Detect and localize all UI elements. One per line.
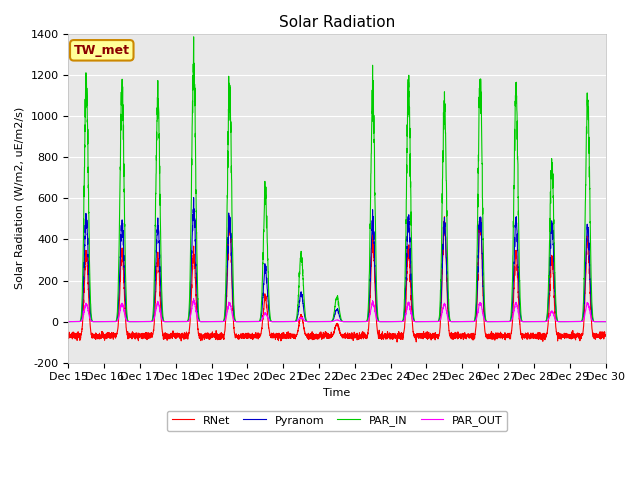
RNet bbox=[601, 333, 609, 338]
Pyranom bbox=[65, 319, 72, 324]
PAR_IN bbox=[161, 319, 169, 324]
Pyranom bbox=[317, 319, 324, 324]
Pyranom bbox=[428, 319, 435, 324]
PAR_IN bbox=[488, 319, 495, 324]
RNet bbox=[317, 329, 324, 335]
PAR_IN bbox=[190, 34, 198, 40]
PAR_IN bbox=[428, 319, 435, 324]
RNet bbox=[225, 212, 232, 218]
PAR_IN bbox=[458, 319, 465, 324]
PAR_OUT bbox=[601, 319, 609, 324]
Legend: RNet, Pyranom, PAR_IN, PAR_OUT: RNet, Pyranom, PAR_IN, PAR_OUT bbox=[167, 411, 507, 431]
Line: PAR_OUT: PAR_OUT bbox=[68, 299, 605, 322]
PAR_IN bbox=[65, 319, 72, 324]
Pyranom bbox=[601, 319, 609, 324]
Title: Solar Radiation: Solar Radiation bbox=[279, 15, 395, 30]
Pyranom bbox=[190, 195, 198, 201]
RNet bbox=[488, 331, 495, 336]
PAR_IN bbox=[602, 319, 609, 324]
PAR_IN bbox=[601, 319, 609, 324]
PAR_OUT bbox=[458, 319, 465, 324]
Line: PAR_IN: PAR_IN bbox=[68, 37, 605, 322]
RNet bbox=[458, 331, 465, 337]
Line: Pyranom: Pyranom bbox=[68, 198, 605, 322]
RNet bbox=[65, 333, 72, 338]
X-axis label: Time: Time bbox=[323, 388, 351, 398]
PAR_OUT bbox=[190, 296, 198, 301]
PAR_OUT bbox=[602, 319, 609, 324]
RNet bbox=[602, 332, 609, 338]
PAR_OUT bbox=[317, 319, 324, 324]
Pyranom bbox=[458, 319, 465, 324]
PAR_OUT bbox=[65, 319, 72, 324]
Y-axis label: Solar Radiation (W/m2, uE/m2/s): Solar Radiation (W/m2, uE/m2/s) bbox=[15, 107, 25, 289]
PAR_IN bbox=[317, 319, 324, 324]
Text: TW_met: TW_met bbox=[74, 44, 130, 57]
Pyranom bbox=[488, 319, 495, 324]
PAR_OUT bbox=[488, 319, 495, 324]
PAR_OUT bbox=[161, 319, 169, 324]
Pyranom bbox=[602, 319, 609, 324]
Line: RNet: RNet bbox=[68, 215, 605, 342]
Pyranom bbox=[161, 319, 169, 324]
RNet bbox=[393, 339, 401, 345]
RNet bbox=[428, 335, 435, 340]
PAR_OUT bbox=[428, 319, 435, 324]
RNet bbox=[161, 333, 169, 339]
